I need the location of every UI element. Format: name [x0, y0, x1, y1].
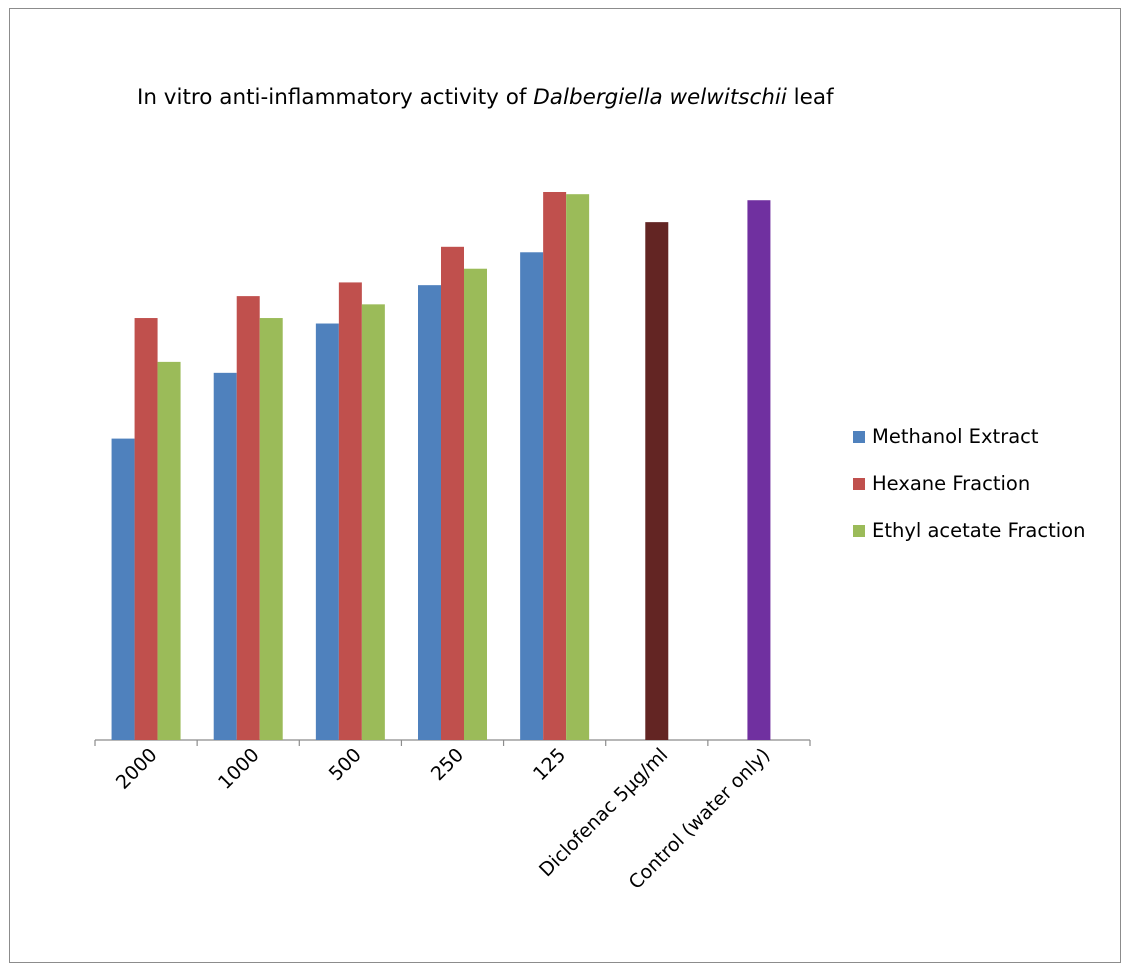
bar-methanol-extract-250 [418, 285, 441, 740]
chart-title-part: leaf [787, 85, 834, 110]
bar-hexane-fraction-250 [441, 246, 464, 741]
x-tick-label: 1000 [214, 744, 264, 794]
chart-title-part: Dalbergiella welwitschii [533, 85, 787, 110]
bar-methanol-extract-1000 [213, 372, 237, 740]
x-tick-label: 250 [427, 744, 468, 785]
bar-methanol-extract-2000 [111, 438, 135, 740]
chart-frame: In vitro anti-inflammatory activity of D… [9, 8, 1121, 963]
bars-group [111, 192, 771, 741]
bar-control-water-only- [747, 200, 771, 741]
x-tick-label: 500 [325, 744, 366, 785]
bar-chart: In vitro anti-inflammatory activity of D… [94, 85, 1085, 894]
bar-ethyl-acetate-fraction-125 [566, 194, 590, 740]
bar-hexane-fraction-125 [543, 192, 567, 740]
bar-hexane-fraction-2000 [134, 318, 158, 740]
legend-swatch [853, 431, 865, 443]
legend-swatch [853, 525, 865, 537]
legend-swatch [853, 478, 865, 490]
x-tick-label: 2000 [112, 744, 162, 794]
chart-title-part: In vitro anti-inflammatory activity of [137, 85, 533, 110]
bar-hexane-fraction-500 [338, 282, 362, 740]
bar-ethyl-acetate-fraction-2000 [157, 361, 181, 740]
x-tick-label: 125 [529, 744, 570, 785]
bar-diclofenac-5-g-ml [645, 222, 669, 740]
legend-label: Methanol Extract [872, 425, 1039, 448]
bar-hexane-fraction-1000 [236, 296, 260, 740]
bar-ethyl-acetate-fraction-250 [464, 268, 487, 740]
legend: Methanol Extract Hexane Fraction Ethyl ace… [853, 425, 1085, 542]
legend-label: Hexane Fraction [872, 472, 1030, 495]
x-axis-ticks [94, 740, 811, 746]
bar-methanol-extract-500 [315, 323, 339, 740]
chart-title: In vitro anti-inflammatory activity of D… [137, 85, 834, 110]
bar-methanol-extract-125 [520, 252, 544, 740]
bar-ethyl-acetate-fraction-1000 [259, 318, 283, 740]
legend-label: Ethyl acetate Fraction [872, 519, 1085, 542]
bar-ethyl-acetate-fraction-500 [361, 304, 385, 740]
